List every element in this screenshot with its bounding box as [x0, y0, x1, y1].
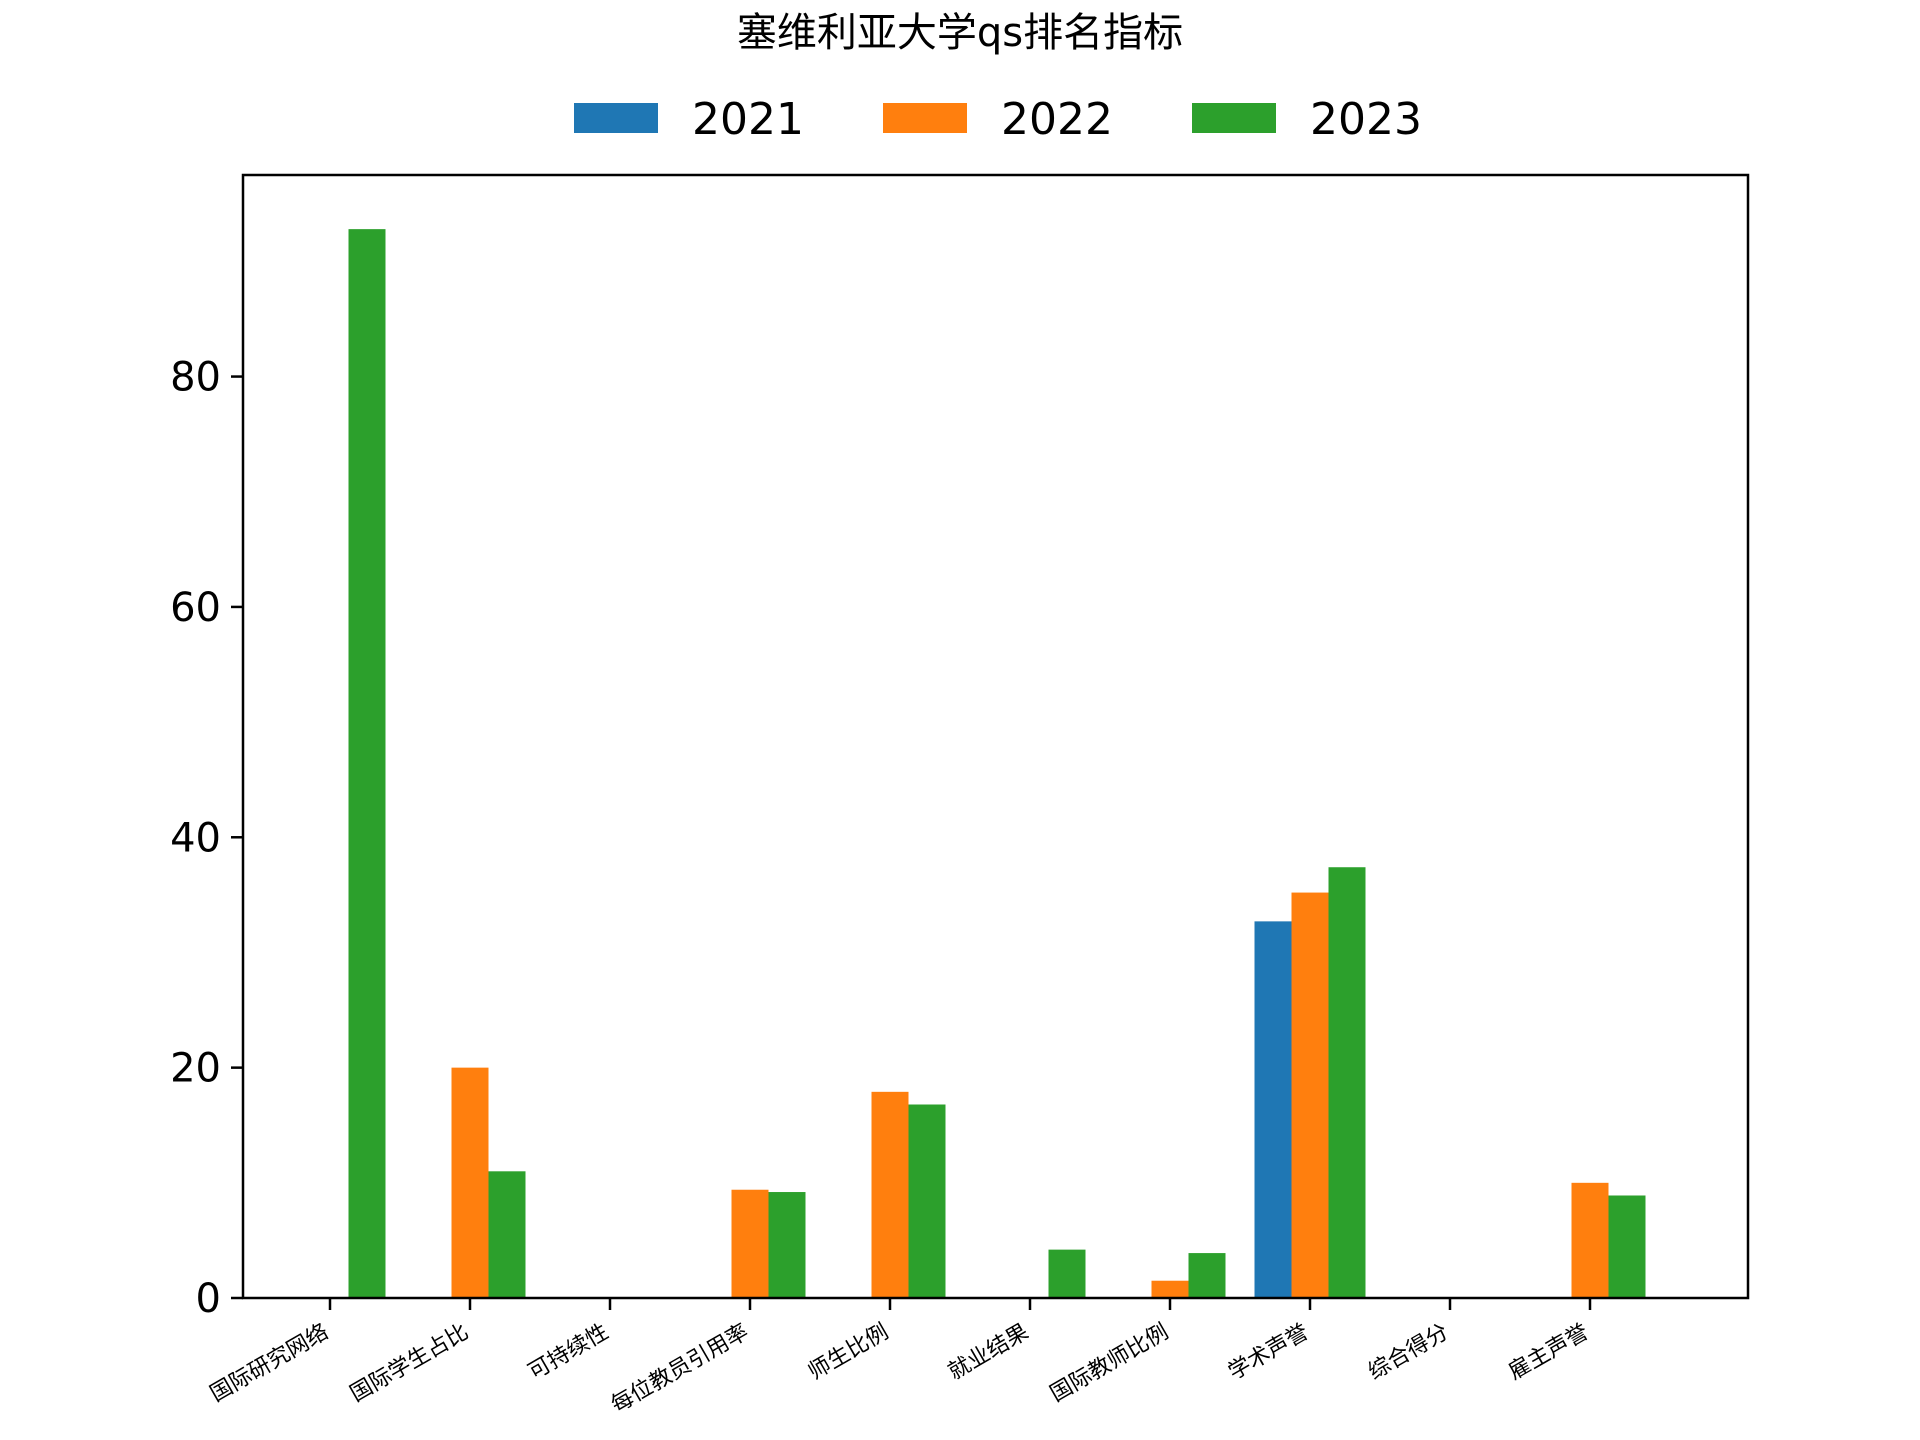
y-tick-label: 60 — [170, 585, 221, 631]
legend-label-2021: 2021 — [692, 94, 804, 145]
chart-title: 塞维利亚大学qs排名指标 — [736, 10, 1184, 56]
y-tick-label: 40 — [170, 815, 221, 861]
bar-2023-9 — [1608, 1195, 1646, 1298]
x-tick-label: 学术声誉 — [1224, 1320, 1313, 1386]
bar-2023-7 — [1328, 867, 1366, 1298]
bar-2023-6 — [1188, 1253, 1226, 1298]
bar-2022-9 — [1571, 1182, 1609, 1298]
x-tick-label: 可持续性 — [524, 1320, 613, 1386]
bar-2023-4 — [908, 1104, 946, 1298]
bar-2023-0 — [348, 229, 386, 1298]
x-tick-label: 国际研究网络 — [206, 1320, 333, 1408]
bar-2022-3 — [731, 1189, 769, 1298]
legend-label-2022: 2022 — [1001, 94, 1113, 145]
bar-2022-7 — [1291, 892, 1329, 1298]
y-tick-label: 20 — [170, 1046, 221, 1092]
x-tick-label: 每位教员引用率 — [607, 1320, 753, 1419]
bar-2023-5 — [1048, 1249, 1086, 1298]
x-tick-label: 综合得分 — [1364, 1320, 1453, 1386]
y-tick-label: 80 — [170, 355, 221, 401]
x-tick-label: 就业结果 — [944, 1320, 1033, 1386]
bar-2023-3 — [768, 1192, 806, 1298]
bar-2021-7 — [1254, 921, 1292, 1298]
bar-2022-4 — [871, 1091, 909, 1298]
legend-label-2023: 2023 — [1310, 94, 1422, 145]
bar-2022-6 — [1151, 1280, 1189, 1298]
y-tick-label: 0 — [196, 1276, 221, 1322]
legend-swatch-2023 — [1192, 103, 1276, 133]
x-tick-label: 师生比例 — [804, 1320, 893, 1386]
y-axis: 0 20 40 60 80 — [170, 355, 243, 1322]
bar-2022-1 — [451, 1067, 489, 1298]
legend-swatch-2021 — [574, 103, 658, 133]
bars-layer — [348, 229, 1646, 1298]
legend: 2021 2022 2023 — [574, 94, 1422, 145]
bar-2023-1 — [488, 1171, 526, 1298]
legend-swatch-2022 — [883, 103, 967, 133]
x-tick-label: 国际学生占比 — [346, 1320, 473, 1408]
x-tick-label: 雇主声誉 — [1504, 1320, 1593, 1386]
plot-frame — [241, 173, 1750, 1300]
x-tick-label: 国际教师比例 — [1046, 1320, 1173, 1408]
